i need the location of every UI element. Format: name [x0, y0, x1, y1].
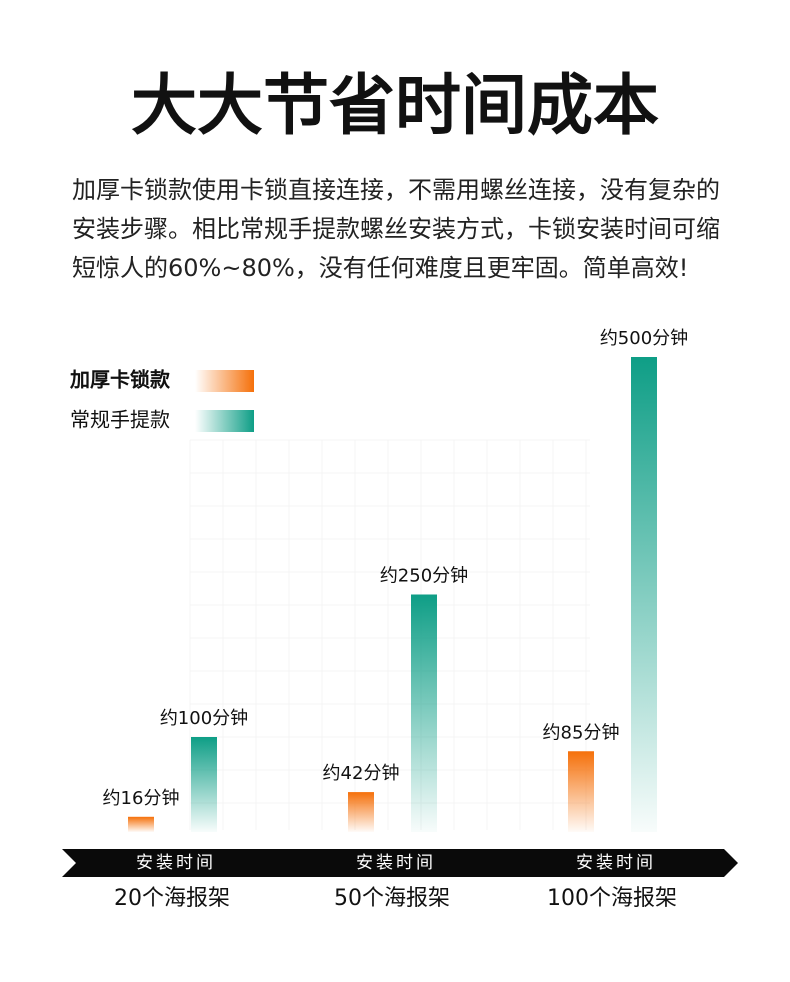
data-label: 约500分钟 — [600, 328, 688, 349]
x-axis-label: 安装时间 — [576, 853, 656, 873]
bar — [191, 737, 217, 832]
data-label: 约85分钟 — [543, 722, 620, 743]
data-label: 约16分钟 — [103, 788, 180, 809]
bar — [128, 816, 154, 832]
data-label: 约100分钟 — [160, 708, 248, 729]
bar — [348, 792, 374, 832]
bar — [568, 751, 594, 832]
subtitle: 加厚卡锁款使用卡锁直接连接，不需用螺丝连接，没有复杂的安装步骤。相比常规手提款螺… — [72, 176, 720, 282]
bar — [631, 357, 657, 832]
chart-title: 大大节省时间成本 — [131, 67, 659, 144]
x-axis-label: 安装时间 — [136, 853, 216, 873]
x-tick-label: 50个海报架 — [334, 886, 450, 911]
legend-swatch — [195, 370, 254, 392]
arrow-band — [496, 849, 738, 877]
data-label: 约250分钟 — [380, 566, 468, 587]
arrow-band — [62, 849, 304, 877]
legend-label: 加厚卡锁款 — [69, 368, 171, 392]
legend-swatch — [195, 410, 254, 432]
data-label: 约42分钟 — [323, 763, 400, 784]
arrow-band — [279, 849, 521, 877]
legend-label: 常规手提款 — [70, 408, 170, 432]
x-tick-label: 20个海报架 — [114, 886, 230, 911]
x-axis-label: 安装时间 — [356, 853, 436, 873]
bar — [411, 594, 437, 832]
x-tick-label: 100个海报架 — [547, 886, 677, 911]
